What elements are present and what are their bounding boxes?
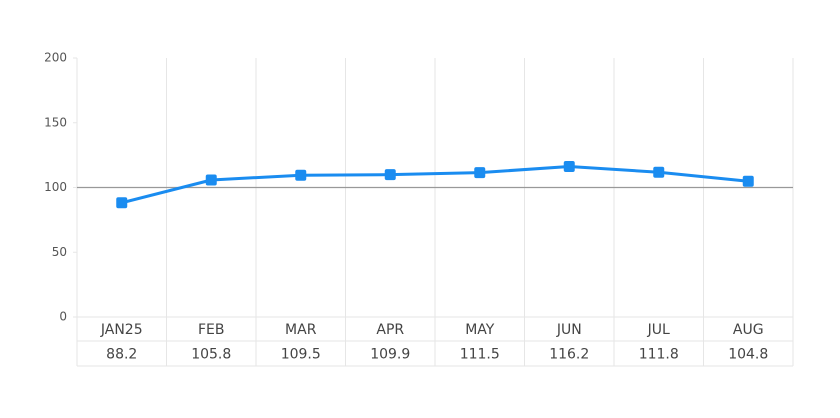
data-point <box>205 174 217 186</box>
x-tick-label: APR <box>376 322 404 338</box>
y-tick-label: 100 <box>44 180 67 194</box>
value-cell: 109.9 <box>370 347 410 363</box>
y-tick-label: 50 <box>52 245 67 259</box>
value-cell: 111.5 <box>460 347 500 363</box>
value-cell: 104.8 <box>728 347 768 363</box>
data-point <box>563 161 575 173</box>
x-tick-label: FEB <box>198 322 225 338</box>
value-cell: 116.2 <box>549 347 589 363</box>
data-line <box>121 165 749 205</box>
y-tick-label: 0 <box>59 310 67 324</box>
value-cell: 88.2 <box>106 347 137 363</box>
value-cell: 111.8 <box>639 347 679 363</box>
value-cell: 109.5 <box>281 347 321 363</box>
x-tick-label: JUL <box>647 322 670 338</box>
x-tick-label: MAY <box>465 322 495 338</box>
x-tick-label: JUN <box>556 322 582 338</box>
y-tick-label: 200 <box>44 51 67 65</box>
value-cell: 105.8 <box>191 347 231 363</box>
data-point <box>295 169 307 181</box>
data-point <box>116 197 128 209</box>
data-point <box>474 167 486 179</box>
y-tick-label: 150 <box>44 115 67 129</box>
x-tick-label: JAN25 <box>100 322 143 338</box>
data-point <box>742 175 754 187</box>
data-point <box>384 169 396 181</box>
x-tick-label: AUG <box>733 322 764 338</box>
data-point <box>653 166 665 178</box>
x-tick-label: MAR <box>285 322 317 338</box>
